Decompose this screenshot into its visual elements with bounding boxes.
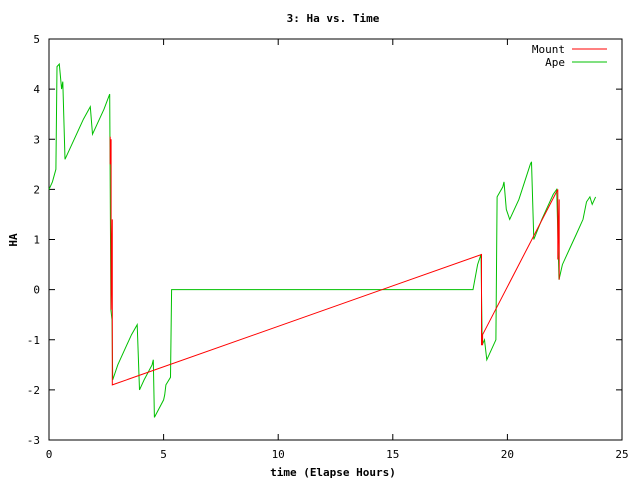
y-axis-label: HA bbox=[7, 233, 20, 247]
x-tick-label: 0 bbox=[46, 448, 53, 461]
x-tick-label: 20 bbox=[501, 448, 514, 461]
y-tick-label: 3 bbox=[33, 133, 40, 146]
y-tick-label: -2 bbox=[27, 384, 40, 397]
axis-ticks: 0 5 10 15 20 25 -3 -2 -1 0 1 2 3 4 5 bbox=[27, 33, 629, 461]
y-tick-label: -1 bbox=[27, 334, 40, 347]
x-tick-label: 5 bbox=[160, 448, 167, 461]
x-tick-label: 10 bbox=[272, 448, 285, 461]
series-layer bbox=[48, 62, 597, 418]
y-tick-label: -3 bbox=[27, 434, 40, 447]
plot-frame bbox=[48, 38, 623, 441]
series-line-mount bbox=[109, 136, 560, 386]
y-tick-label: 2 bbox=[33, 183, 40, 196]
chart-title: 3: Ha vs. Time bbox=[287, 12, 380, 25]
y-tick-label: 4 bbox=[33, 83, 40, 96]
y-tick-label: 5 bbox=[33, 33, 40, 46]
y-tick-label: 1 bbox=[33, 234, 40, 247]
y-tick-label: 0 bbox=[33, 284, 40, 297]
x-tick-label: 25 bbox=[615, 448, 628, 461]
legend-label-ape: Ape bbox=[545, 56, 565, 69]
series-line-ape bbox=[48, 62, 597, 418]
x-axis-label: time (Elapse Hours) bbox=[270, 466, 396, 479]
x-tick-label: 15 bbox=[386, 448, 399, 461]
legend-label-mount: Mount bbox=[532, 43, 565, 56]
